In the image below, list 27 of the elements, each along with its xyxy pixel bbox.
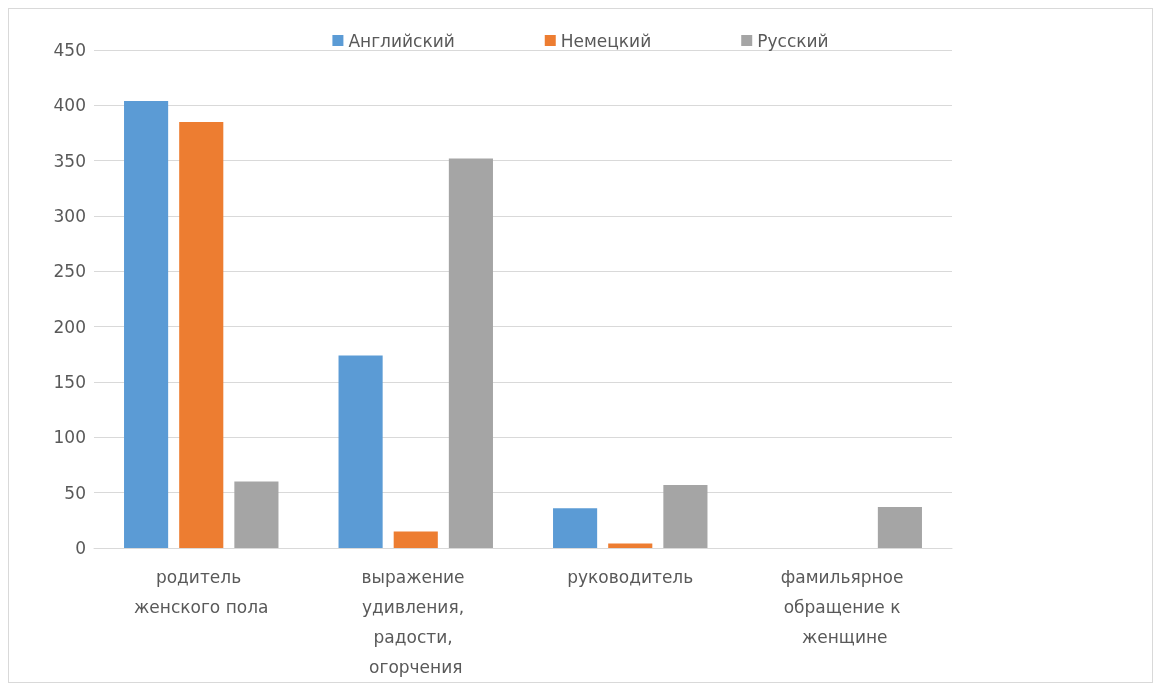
y-tick-label: 250 [53, 261, 86, 282]
bar [338, 355, 383, 548]
bar [393, 531, 438, 548]
bar [124, 100, 169, 548]
y-tick-label: 450 [53, 40, 86, 60]
x-tick-label: выражение удивления, радости, огорчения [361, 567, 470, 677]
y-tick-label: 200 [53, 316, 86, 337]
legend-label: Немецкий [560, 30, 652, 51]
bar [663, 484, 708, 548]
legend-label: Английский [348, 30, 455, 51]
y-tick-label: 300 [53, 206, 86, 226]
y-tick-label: 0 [75, 538, 86, 558]
x-tick-label: руководитель [567, 567, 694, 587]
y-tick-label: 350 [53, 150, 86, 171]
y-tick-label: 100 [53, 427, 86, 448]
bar [608, 543, 653, 548]
x-tick-label: фамильярное обращение к женщине [780, 567, 909, 647]
y-tick-label: 150 [53, 372, 86, 392]
bar [448, 158, 493, 548]
bar [877, 507, 922, 548]
legend-label: Русский [757, 30, 829, 51]
bar [234, 481, 279, 548]
y-tick-label: 50 [64, 482, 86, 503]
bar [179, 121, 224, 548]
y-tick-label: 400 [53, 95, 86, 116]
x-tick-label: родитель женского пола [134, 567, 269, 617]
bar [553, 508, 598, 548]
